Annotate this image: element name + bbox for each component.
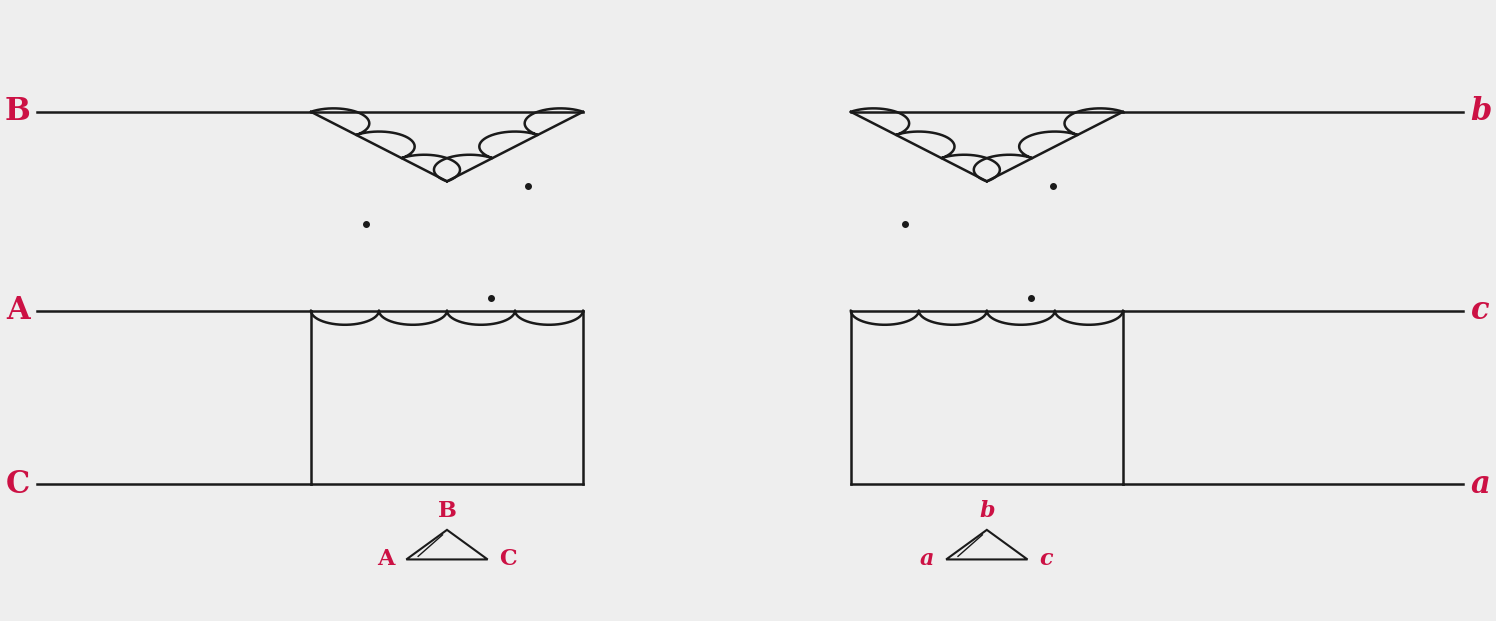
- Text: c: c: [1040, 548, 1053, 571]
- Text: C: C: [6, 469, 30, 500]
- Text: A: A: [377, 548, 395, 571]
- Text: b: b: [978, 501, 995, 522]
- Text: a: a: [920, 548, 935, 571]
- Text: B: B: [4, 96, 30, 127]
- Text: B: B: [437, 501, 456, 522]
- Text: C: C: [500, 548, 518, 571]
- Text: b: b: [1471, 96, 1492, 127]
- Text: a: a: [1471, 469, 1490, 500]
- Text: A: A: [6, 295, 30, 326]
- Text: c: c: [1471, 295, 1489, 326]
